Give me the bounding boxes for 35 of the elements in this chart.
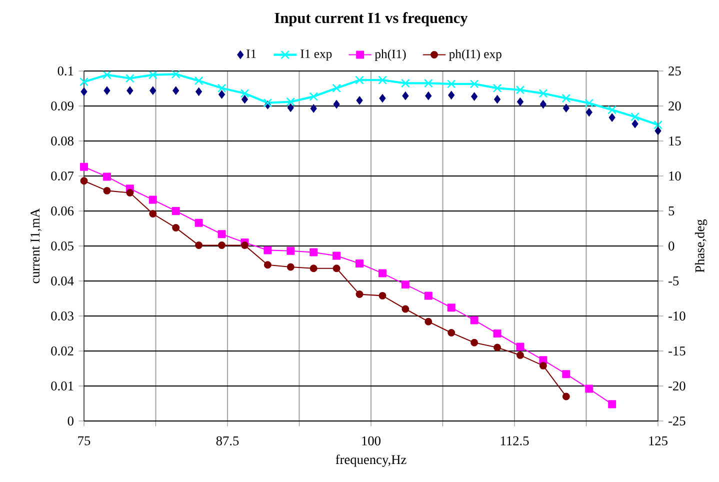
y-tick-label: 0.09 <box>51 101 74 111</box>
y2-tick-label: 0 <box>668 241 674 250</box>
x-tick-label: 112.5 <box>500 436 529 446</box>
y2-tick-label: 5 <box>668 206 674 216</box>
y-tick-label: 0.03 <box>51 311 74 321</box>
legend-label: ph(I1) <box>374 49 406 61</box>
legend-label: ph(I1) exp <box>449 49 502 61</box>
x-tick-label: 87.5 <box>216 436 239 446</box>
y2-tick-label: -15 <box>668 346 686 356</box>
y-tick-label: 0.01 <box>51 381 74 391</box>
y2-tick-label: -10 <box>668 311 686 320</box>
y-tick-label: 0.07 <box>51 171 74 181</box>
chart-title: Input current I1 vs frequency <box>274 12 468 26</box>
y2-tick-label: 10 <box>669 171 681 180</box>
y-tick-label: 0.06 <box>51 206 74 216</box>
y-tick-label: 0.02 <box>51 346 74 356</box>
x-tick-label: 125 <box>649 436 668 446</box>
y2-tick-label: 15 <box>669 136 681 146</box>
y2-tick-label: 20 <box>668 102 681 110</box>
legend-label: I1 exp <box>300 50 332 61</box>
y-axis-title: current I1,mA <box>30 208 42 284</box>
y2-axis-title: Phase,deg <box>694 219 708 272</box>
y2-tick-label: -5 <box>668 276 679 286</box>
y-tick-label: 0.08 <box>51 136 74 146</box>
y-tick-label: 0.1 <box>58 66 74 76</box>
y-tick-label: 0 <box>68 416 74 426</box>
y2-tick-label: -25 <box>668 416 686 426</box>
y2-tick-label: -20 <box>668 381 686 390</box>
y-tick-label: 0.04 <box>51 276 74 286</box>
legend-label: I1 <box>246 50 256 58</box>
x-tick-label: 100 <box>362 436 380 446</box>
x-axis-title: frequency,Hz <box>336 454 406 467</box>
y-tick-label: 0.05 <box>51 241 74 251</box>
y2-tick-label: 25 <box>668 66 681 76</box>
x-tick-label: 75 <box>78 436 90 446</box>
